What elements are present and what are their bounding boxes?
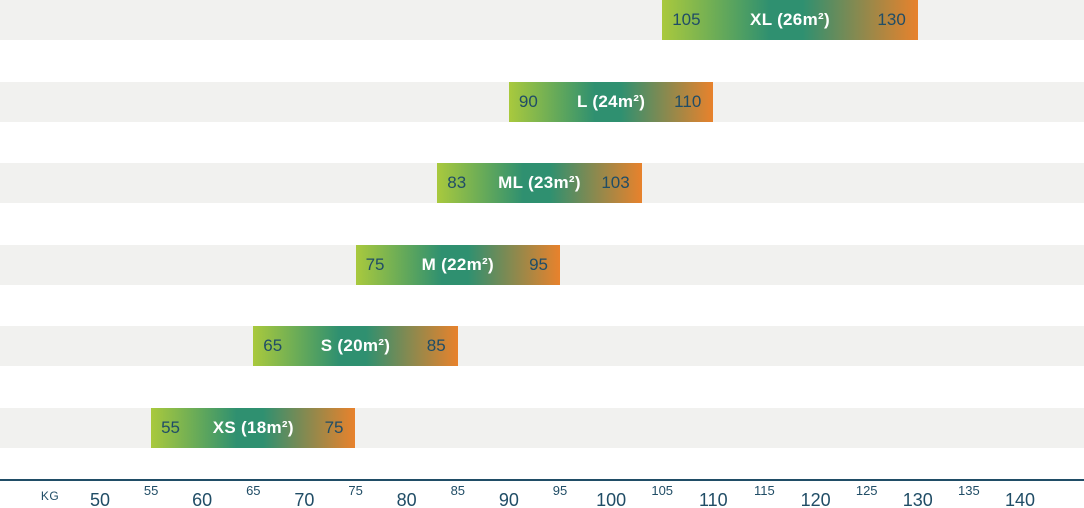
max-weight-value: 103 [601,173,630,192]
min-weight-value: 65 [263,336,283,355]
axis-minor-tick-75: 75 [348,483,363,498]
size-row-s: 65 S (20m²) 85 [0,326,1084,366]
size-row-m: 75 M (22m²) 95 [0,245,1084,285]
size-row-ml: 83 ML (23m²) 103 [0,163,1084,203]
axis-major-tick-120: 120 [800,490,831,508]
min-weight-value: 75 [365,255,385,274]
axis-major-tick-90: 90 [498,490,519,508]
weight-range-bar-s: 65 S (20m²) 85 [253,326,458,366]
weight-range-bar-xl: 105 XL (26m²) 130 [662,0,918,40]
size-row-xl: 105 XL (26m²) 130 [0,0,1084,40]
axis-minor-tick-135: 135 [958,483,980,498]
max-weight-value: 110 [674,92,702,111]
min-weight-value: 83 [447,173,467,192]
size-label: S (20m²) [320,336,391,355]
axis-major-tick-130: 130 [902,490,933,508]
min-weight-value: 90 [518,92,538,111]
size-label: L (24m²) [576,92,646,111]
axis-major-tick-110: 110 [698,490,728,508]
weight-range-bar-m: 75 M (22m²) 95 [355,245,560,285]
size-row-xs: 55 XS (18m²) 75 [0,408,1084,448]
axis-minor-tick-65: 65 [246,483,261,498]
min-weight-value: 55 [161,418,181,437]
axis-minor-tick-95: 95 [552,483,568,498]
max-weight-value: 130 [877,10,906,29]
axis-major-tick-100: 100 [596,490,627,508]
size-row-l: 90 L (24m²) 110 [0,82,1084,122]
size-label: XL (26m²) [750,10,830,29]
size-label: XS (18m²) [212,418,294,437]
min-weight-value: 105 [672,10,701,29]
weight-range-bar-l: 90 L (24m²) 110 [508,82,714,122]
weight-range-bar-xs: 55 XS (18m²) 75 [151,408,356,448]
axis-line [0,479,1084,481]
max-weight-value: 85 [426,336,446,355]
axis-minor-tick-125: 125 [855,483,878,498]
weight-range-bar-ml: 83 ML (23m²) 103 [437,163,642,203]
axis-minor-tick-105: 105 [651,483,674,498]
axis-unit-label: KG [40,489,60,503]
axis-major-tick-50: 50 [89,490,111,508]
max-weight-value: 95 [529,255,548,274]
size-label: M (22m²) [421,255,494,274]
max-weight-value: 75 [324,418,344,437]
axis-major-tick-60: 60 [192,490,213,508]
axis-minor-tick-55: 55 [143,483,159,498]
axis-major-tick-80: 80 [396,490,417,508]
axis-minor-tick-115: 115 [754,483,775,498]
size-label: ML (23m²) [498,173,581,192]
axis-minor-tick-85: 85 [450,483,466,498]
axis-major-tick-140: 140 [1004,490,1036,508]
axis-major-tick-70: 70 [294,490,315,508]
